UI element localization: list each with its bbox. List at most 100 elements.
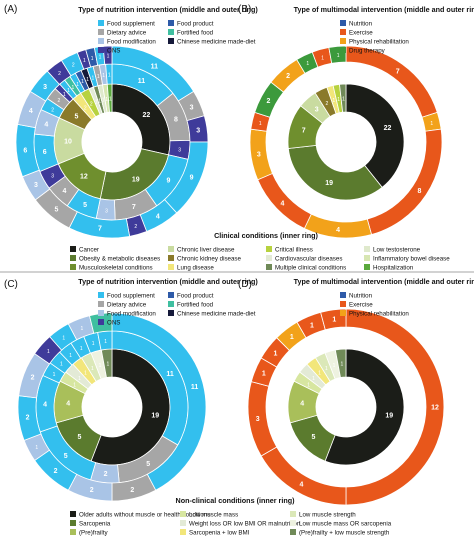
legend-swatch bbox=[340, 292, 346, 298]
legend-item-label: Food modification bbox=[107, 311, 156, 318]
legend-item-label: Nutrition bbox=[349, 21, 373, 28]
outer-ring-value-label: 1 bbox=[321, 56, 324, 62]
outer-ring-value-label: 1 bbox=[80, 326, 83, 332]
inner-ring-value-label: 1 bbox=[307, 382, 310, 388]
inner-ring-value-label: 1 bbox=[337, 97, 340, 103]
legend-item-label: Inflammatory bowel disease bbox=[373, 256, 450, 263]
outer-ring-value-label: 2 bbox=[72, 63, 75, 69]
inner-ring-value-label: 1 bbox=[341, 362, 344, 368]
inner-ring-value-label: 1 bbox=[95, 99, 98, 105]
legend-item-label: Lung disease bbox=[177, 265, 214, 272]
legend-swatch bbox=[70, 255, 76, 261]
legend-multimodal-d: Type of multimodal intervention (middle … bbox=[294, 277, 474, 318]
legend-swatch bbox=[340, 310, 346, 316]
inner-ring-value-label: 1 bbox=[332, 98, 335, 104]
panel-label-a: (A) bbox=[4, 4, 17, 15]
legend-item-label: Dietary advice bbox=[107, 30, 147, 37]
legend-item-label: Weight loss OR low BMI OR malnutrition bbox=[189, 521, 301, 528]
outer-ring-value-label: 2 bbox=[90, 487, 94, 494]
outer-ring-value-label: 4 bbox=[280, 200, 284, 207]
outer-ring-value-label: 8 bbox=[417, 188, 421, 195]
legend-swatch bbox=[168, 20, 174, 26]
middle-ring-value-label: 9 bbox=[166, 177, 170, 184]
legend-swatch bbox=[340, 301, 346, 307]
legend-item-label: Multiple clinical conditions bbox=[275, 265, 346, 272]
inner-ring-value-label: 2 bbox=[84, 106, 87, 112]
legend-item-label: Drug therapy bbox=[349, 48, 386, 55]
legend-item-label: ONS bbox=[107, 320, 120, 327]
legend-swatch bbox=[290, 529, 296, 535]
legend-swatch bbox=[98, 310, 104, 316]
legend-multimodal-b: Type of multimodal intervention (middle … bbox=[294, 5, 474, 55]
legend-swatch bbox=[70, 246, 76, 252]
outer-ring-value-label: 1 bbox=[99, 54, 102, 60]
outer-ring-value-label: 3 bbox=[34, 182, 38, 189]
outer-ring-value-label: 9 bbox=[190, 175, 194, 182]
middle-ring-value-label: 8 bbox=[174, 116, 178, 123]
outer-ring-value-label: 1 bbox=[290, 334, 294, 341]
legend-item-label: Physical rehabilitation bbox=[349, 311, 409, 318]
legend-item-label: Nutrition bbox=[349, 293, 373, 300]
outer-ring-segment bbox=[102, 45, 113, 65]
outer-ring-value-label: 12 bbox=[431, 405, 439, 412]
legend-item-label: (Pre)frailty bbox=[79, 530, 108, 537]
middle-ring-value-label: 1 bbox=[63, 92, 66, 98]
legend-swatch bbox=[70, 520, 76, 526]
middle-ring-value-label: 7 bbox=[132, 204, 136, 211]
middle-ring-value-label: 1 bbox=[86, 77, 89, 83]
legend-item-label: Critical illness bbox=[275, 247, 313, 254]
legend-swatch bbox=[340, 47, 346, 53]
legend-item-label: Dietary advice bbox=[107, 302, 147, 309]
inner-ring-value-label: 2 bbox=[326, 101, 329, 107]
outer-ring-value-label: 7 bbox=[98, 226, 102, 233]
inner-ring-value-label: 19 bbox=[132, 177, 140, 184]
outer-ring-value-label: 3 bbox=[190, 104, 194, 111]
legend-swatch bbox=[168, 264, 174, 270]
inner-ring-value-label: 22 bbox=[143, 112, 151, 119]
legend-swatch bbox=[70, 529, 76, 535]
legend-swatch bbox=[340, 20, 346, 26]
middle-ring-value-label: 1 bbox=[91, 75, 94, 81]
outer-ring-value-label: 11 bbox=[191, 384, 199, 391]
inner-ring-value-label: 2 bbox=[90, 102, 93, 108]
legend-swatch bbox=[340, 38, 346, 44]
outer-ring-value-label: 1 bbox=[35, 445, 38, 451]
panel-label-c: (C) bbox=[4, 279, 18, 290]
legend-item-label: Physical rehabilitation bbox=[349, 39, 409, 46]
outer-ring-value-label: 1 bbox=[310, 322, 314, 329]
outer-ring-value-label: 3 bbox=[196, 127, 200, 134]
outer-ring-value-label: 4 bbox=[300, 482, 304, 489]
inner-ring-segment bbox=[345, 83, 405, 188]
middle-ring-value-label: 1 bbox=[69, 353, 72, 359]
outer-ring-segment bbox=[247, 381, 278, 457]
middle-ring-value-label: 1 bbox=[108, 73, 111, 79]
middle-ring-value-label: 1 bbox=[72, 85, 75, 91]
outer-ring-value-label: 1 bbox=[83, 58, 86, 64]
outer-ring-value-label: 1 bbox=[430, 121, 433, 127]
middle-ring-value-label: 2 bbox=[51, 107, 54, 113]
legend-non-clinical-conditions: Non-clinical conditions (inner ring) Olde… bbox=[70, 496, 392, 537]
legend-title: Type of nutrition intervention (middle a… bbox=[78, 277, 258, 286]
outer-ring-value-label: 1 bbox=[337, 53, 340, 59]
middle-ring-value-label: 1 bbox=[80, 346, 83, 352]
legend-swatch bbox=[290, 511, 296, 517]
inner-ring-value-label: 1 bbox=[109, 97, 112, 103]
inner-ring-value-label: 5 bbox=[78, 434, 82, 441]
outer-ring-value-label: 2 bbox=[286, 73, 290, 80]
legend-item-label: Sarcopenia + low BMI bbox=[189, 530, 250, 537]
legend-swatch bbox=[180, 529, 186, 535]
outer-ring-value-label: 5 bbox=[54, 206, 58, 213]
legend-item-label: Low muscle mass OR sarcopenia bbox=[299, 521, 392, 528]
legend-swatch bbox=[364, 255, 370, 261]
legend-title: Type of nutrition intervention (middle a… bbox=[78, 5, 258, 14]
middle-ring-value-label: 1 bbox=[92, 341, 95, 347]
inner-ring-value-label: 19 bbox=[385, 413, 393, 420]
middle-ring-value-label: 5 bbox=[83, 202, 87, 209]
middle-ring-value-label: 1 bbox=[81, 79, 84, 85]
legend-item-label: Cancer bbox=[79, 247, 99, 254]
inner-ring-value-label: 1 bbox=[98, 98, 101, 104]
legend-swatch bbox=[168, 29, 174, 35]
outer-ring-value-label: 2 bbox=[130, 487, 134, 494]
